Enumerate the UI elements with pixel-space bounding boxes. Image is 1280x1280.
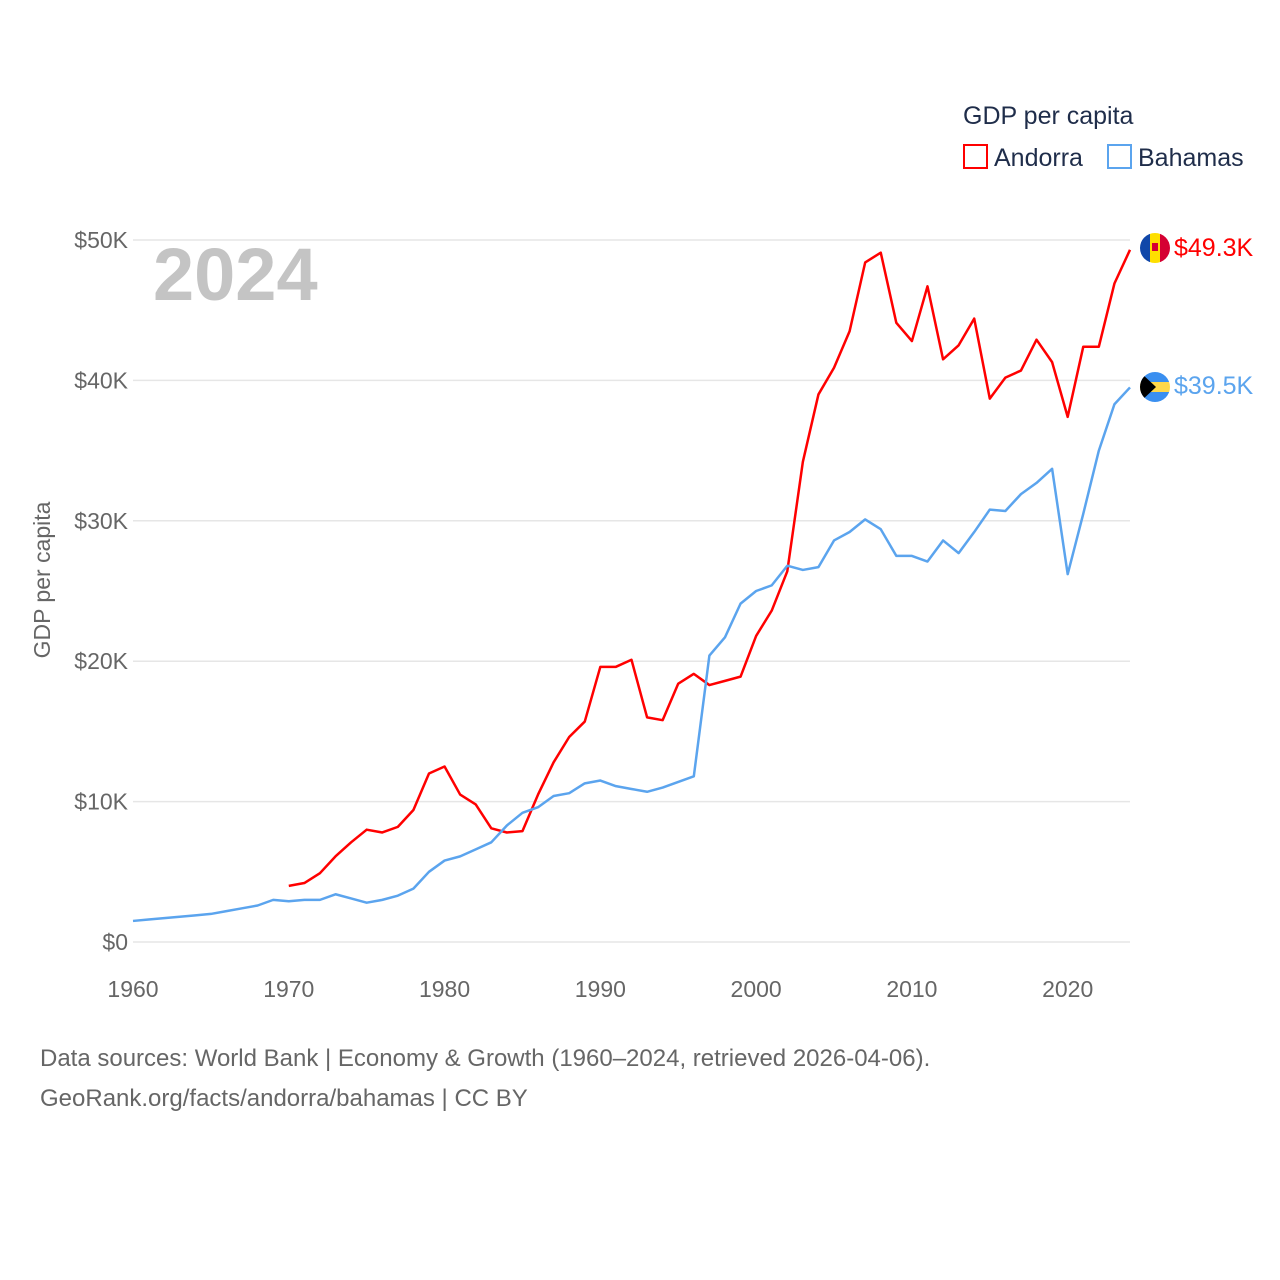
y-tick-label: $50K	[74, 227, 128, 253]
legend-title: GDP per capita	[963, 102, 1134, 130]
end-label-bahamas: $39.5K	[1174, 372, 1254, 400]
x-tick-label: 2000	[731, 976, 782, 1002]
x-tick-label: 2020	[1042, 976, 1093, 1002]
year-watermark: 2024	[153, 233, 318, 316]
legend-swatch-andorra	[963, 144, 988, 169]
series-line-bahamas	[132, 386, 1131, 923]
footer-attribution[interactable]: GeoRank.org/facts/andorra/bahamas | CC B…	[40, 1085, 528, 1112]
end-label-andorra: $49.3K	[1174, 234, 1254, 262]
x-tick-label: 1970	[263, 976, 314, 1002]
y-tick-label: $40K	[74, 367, 128, 393]
x-tick-label: 1960	[107, 976, 158, 1002]
y-tick-label: $10K	[74, 789, 128, 815]
bahamas-flag-icon	[1140, 372, 1170, 402]
x-tick-label: 1980	[419, 976, 470, 1002]
andorra-flag-icon	[1140, 233, 1170, 263]
legend-label-bahamas[interactable]: Bahamas	[1138, 144, 1244, 172]
series-line-andorra	[288, 249, 1132, 888]
footer-sources: Data sources: World Bank | Economy & Gro…	[40, 1045, 931, 1072]
legend-label-andorra[interactable]: Andorra	[994, 144, 1083, 172]
x-tick-label: 2010	[886, 976, 937, 1002]
x-tick-label: 1990	[575, 976, 626, 1002]
y-tick-label: $20K	[74, 648, 128, 674]
y-tick-label: $0	[102, 929, 128, 955]
legend-swatch-bahamas	[1107, 144, 1132, 169]
y-axis-title: GDP per capita	[29, 501, 55, 658]
y-tick-label: $30K	[74, 508, 128, 534]
